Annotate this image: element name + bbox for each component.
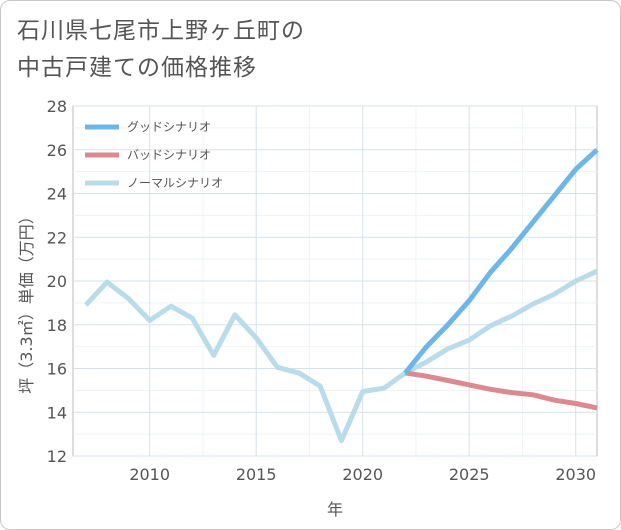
y-tick-label: 28 — [47, 97, 67, 116]
chart-title-line-2: 中古戸建ての価格推移 — [17, 55, 257, 81]
series-lines — [83, 147, 599, 444]
legend-label-2: ノーマルシナリオ — [127, 176, 223, 190]
chart-title-line-1: 石川県七尾市上野ヶ丘町の — [17, 18, 305, 44]
series-line-0 — [403, 147, 599, 375]
grid — [73, 105, 597, 457]
y-tick-label: 20 — [47, 272, 67, 291]
y-tick-label: 12 — [47, 447, 67, 466]
y-tick-label: 16 — [47, 360, 67, 379]
y-tick-label: 14 — [47, 403, 67, 422]
x-tick-label: 2020 — [342, 465, 383, 484]
series-line-2 — [83, 268, 599, 444]
x-tick-label: 2030 — [555, 465, 596, 484]
x-tick-label: 2025 — [449, 465, 490, 484]
y-tick-label: 18 — [47, 316, 67, 335]
axis-ticks: 12 14 16 18 20 22 24 26 28 2010 2015 2020 2025 2030 — [47, 97, 596, 484]
x-tick-label: 2015 — [236, 465, 277, 484]
legend-label-1: バッドシナリオ — [127, 148, 211, 162]
y-tick-label: 22 — [47, 228, 67, 247]
y-axis-title: 坪（3.3㎡）単価（万円） — [17, 208, 36, 393]
chart-title: 石川県七尾市上野ヶ丘町の 中古戸建ての価格推移 — [17, 13, 305, 87]
series-line-1 — [404, 370, 598, 411]
y-tick-label: 26 — [47, 141, 67, 160]
x-tick-label: 2010 — [129, 465, 170, 484]
y-tick-label: 24 — [47, 185, 67, 204]
x-axis-title: 年 — [327, 500, 343, 519]
legend-label-0: グッドシナリオ — [127, 120, 211, 134]
